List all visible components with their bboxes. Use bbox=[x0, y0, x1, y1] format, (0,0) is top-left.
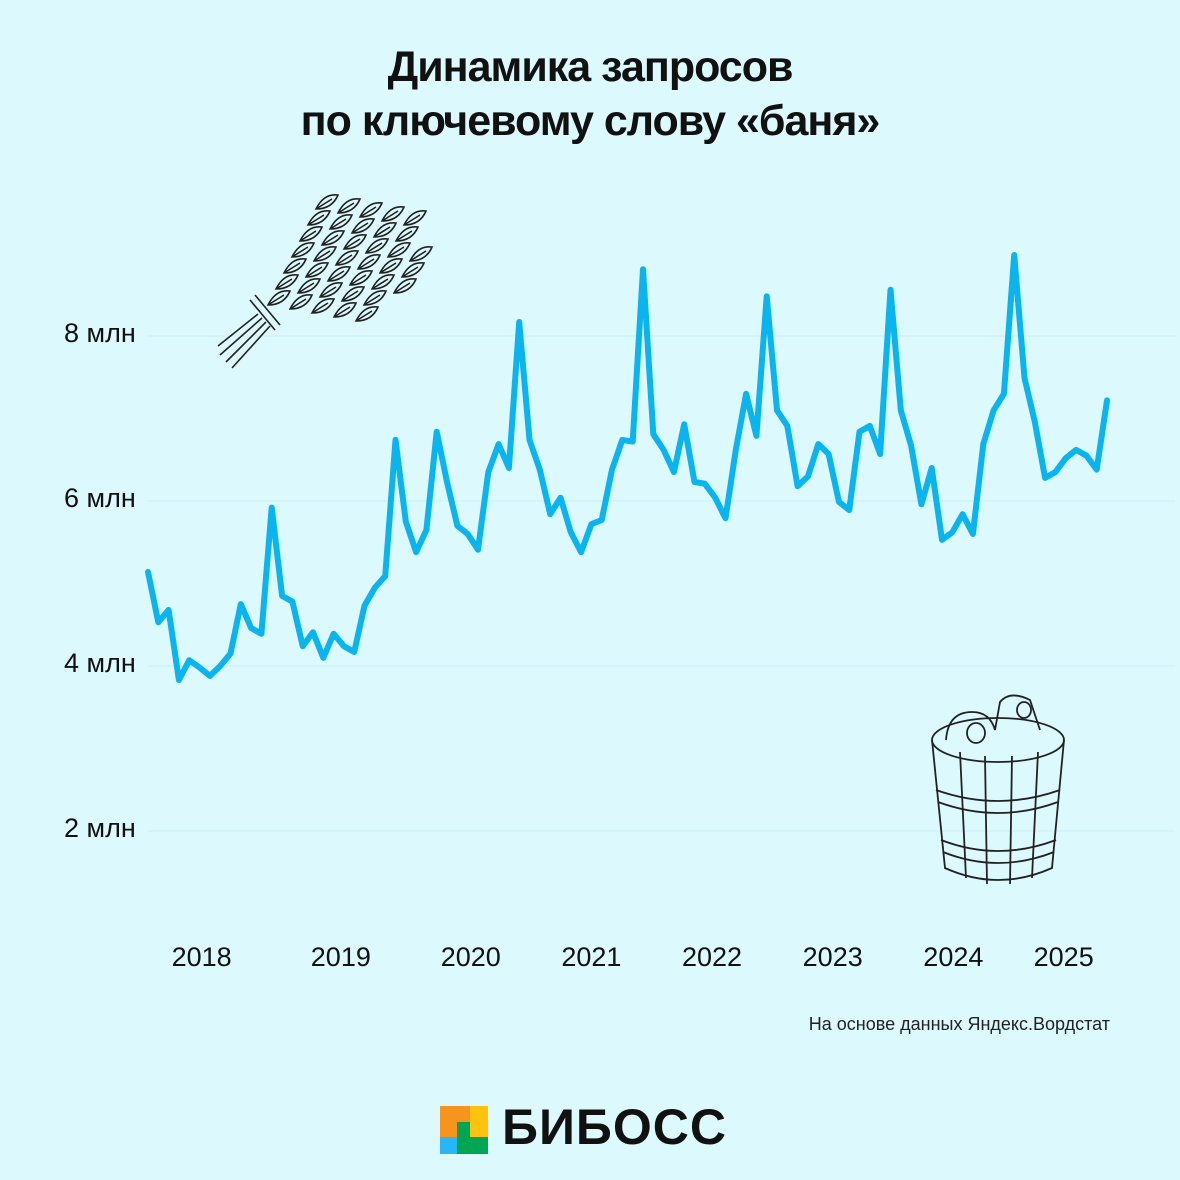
leaf-sketch bbox=[306, 209, 332, 226]
title-line-1: Динамика запросов bbox=[387, 43, 794, 91]
leaf-sketch bbox=[296, 277, 322, 294]
leaf-sketch bbox=[342, 233, 368, 250]
brand-name: БИБОСС bbox=[502, 1099, 727, 1155]
y-tick-label-8: 8 млн bbox=[64, 318, 136, 348]
title-line-2: по ключевому слову «баня» bbox=[300, 97, 881, 145]
leaf-sketch bbox=[372, 221, 398, 238]
leaf-sketch bbox=[356, 253, 382, 270]
y-tick-label-6: 6 млн bbox=[64, 483, 136, 513]
leaf-sketch bbox=[386, 241, 412, 258]
bibocc-logo-icon bbox=[440, 1106, 488, 1154]
leaf-sketch bbox=[328, 213, 354, 230]
leaf-sketch bbox=[378, 257, 404, 274]
x-tick-label: 2018 bbox=[171, 942, 232, 972]
leaf-sketch bbox=[304, 261, 330, 278]
leaf-sketch bbox=[380, 205, 406, 222]
x-tick-label: 2020 bbox=[440, 942, 501, 972]
leaf-sketch bbox=[400, 261, 426, 278]
leaf-sketch bbox=[362, 289, 388, 306]
series-line bbox=[145, 252, 1110, 683]
leaf-sketch bbox=[298, 225, 324, 242]
x-tick-label: 2024 bbox=[923, 942, 984, 972]
leaf-sketch bbox=[394, 225, 420, 242]
leaf-sketch bbox=[408, 245, 434, 262]
leaf-sketch bbox=[370, 273, 396, 290]
leaf-sketch bbox=[312, 245, 338, 262]
leaf-sketch bbox=[392, 277, 418, 294]
wooden-bucket-illustration bbox=[931, 694, 1065, 885]
leaf-sketch bbox=[282, 257, 308, 274]
y-tick-label-2: 2 млн bbox=[64, 813, 136, 843]
x-tick-label: 2023 bbox=[802, 942, 863, 972]
leaf-sketch bbox=[348, 269, 374, 286]
leaf-sketch bbox=[402, 209, 428, 226]
leaf-sketch bbox=[332, 301, 358, 318]
leaf-sketch bbox=[354, 305, 380, 322]
leaf-sketch bbox=[318, 281, 344, 298]
leaf-sketch bbox=[266, 289, 292, 306]
leaf-sketch bbox=[340, 285, 366, 302]
birch-broom-illustration bbox=[217, 193, 434, 369]
leaf-sketch bbox=[314, 193, 340, 210]
leaf-sketch bbox=[336, 197, 362, 214]
x-tick-label: 2022 bbox=[682, 942, 743, 972]
source-note: На основе данных Яндекс.Вордстат bbox=[808, 1014, 1110, 1034]
leaf-sketch bbox=[320, 229, 346, 246]
chart-title: Динамика запросов по ключевому слову «ба… bbox=[0, 40, 1180, 148]
leaf-sketch bbox=[288, 293, 314, 310]
leaf-sketch bbox=[310, 297, 336, 314]
leaf-sketch bbox=[334, 249, 360, 266]
leaf-sketch bbox=[274, 273, 300, 290]
y-tick-label-4: 4 млн bbox=[64, 648, 136, 678]
leaf-sketch bbox=[350, 217, 376, 234]
x-tick-label: 2025 bbox=[1033, 942, 1094, 972]
x-tick-label: 2019 bbox=[310, 942, 371, 972]
leaf-sketch bbox=[326, 265, 352, 282]
leaf-sketch bbox=[358, 201, 384, 218]
x-tick-label: 2021 bbox=[561, 942, 622, 972]
leaf-sketch bbox=[364, 237, 390, 254]
leaf-sketch bbox=[290, 241, 316, 258]
